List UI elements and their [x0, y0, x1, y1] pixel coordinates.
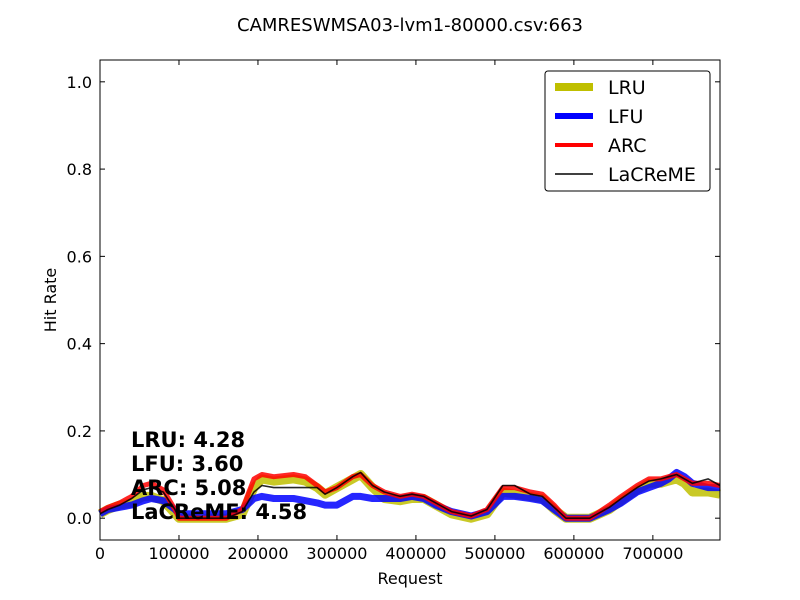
annotation-label: ARC:	[131, 476, 195, 500]
y-axis-label: Hit Rate	[41, 268, 60, 333]
legend-label-arc: ARC	[608, 135, 647, 157]
chart-title: CAMRESWMSA03-lvm1-80000.csv:663	[237, 15, 583, 36]
x-tick-label: 200000	[227, 544, 288, 563]
y-tick-label: 0.0	[67, 509, 92, 528]
x-tick-label: 100000	[148, 544, 209, 563]
y-tick-label: 0.8	[67, 160, 92, 179]
x-tick-label: 600000	[543, 544, 604, 563]
legend-label-lru: LRU	[608, 77, 646, 99]
legend: LRU LFU ARC LaCReME	[544, 70, 711, 192]
y-tick-label: 0.2	[67, 422, 92, 441]
x-axis-label: Request	[378, 569, 443, 588]
annotation-arc: ARC: 5.08	[131, 476, 246, 500]
legend-label-lacreme: LaCReME	[608, 164, 696, 186]
annotation-value: 4.28	[193, 428, 245, 452]
x-tick-label: 500000	[464, 544, 525, 563]
annotation-value: 4.58	[255, 500, 307, 524]
series-group	[97, 468, 721, 523]
annotation-lfu: LFU: 3.60	[131, 452, 243, 476]
axis-ticks: 0 100000 200000 300000 400000 500000 600000 700…	[67, 60, 720, 563]
y-tick-label: 0.6	[67, 247, 92, 266]
legend-label-lfu: LFU	[608, 106, 643, 128]
annotation-label: LRU:	[131, 428, 193, 452]
annotation-label: LaCReME:	[131, 500, 255, 524]
annotation-lacreme: LaCReME: 4.58	[131, 500, 307, 524]
x-tick-label: 300000	[306, 544, 367, 563]
annotation-value: 5.08	[195, 476, 247, 500]
y-tick-label: 1.0	[67, 73, 92, 92]
annotation-lru: LRU: 4.28	[131, 428, 245, 452]
annotation-label: LFU:	[131, 452, 192, 476]
annotation-value: 3.60	[192, 452, 244, 476]
x-tick-label: 700000	[622, 544, 683, 563]
x-tick-label: 400000	[385, 544, 446, 563]
series-line-lacreme	[99, 471, 721, 519]
x-tick-label: 0	[95, 544, 105, 563]
plot-frame	[99, 59, 721, 541]
legend-frame	[544, 70, 711, 192]
y-tick-label: 0.4	[67, 335, 92, 354]
